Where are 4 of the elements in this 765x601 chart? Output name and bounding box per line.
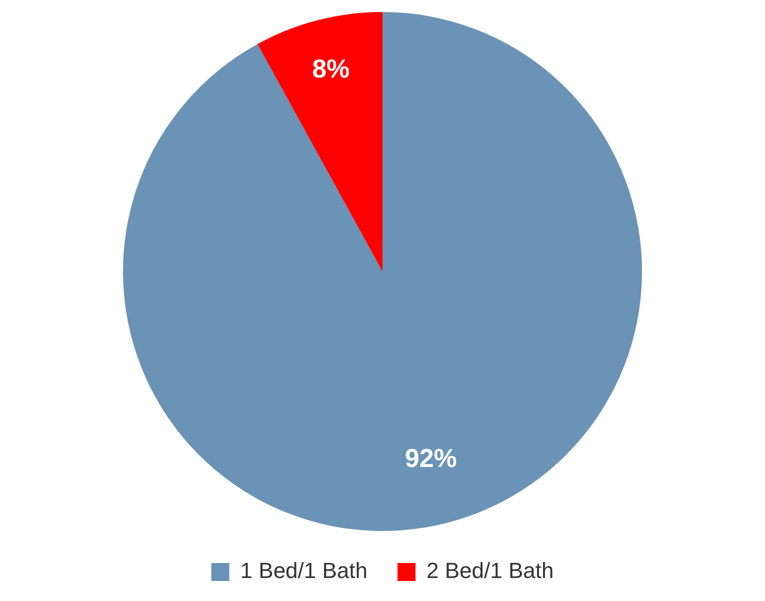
legend-label: 1 Bed/1 Bath	[240, 558, 368, 584]
data-label: 8%	[312, 54, 350, 84]
legend-label: 2 Bed/1 Bath	[426, 558, 554, 584]
data-label: 92%	[404, 443, 457, 474]
